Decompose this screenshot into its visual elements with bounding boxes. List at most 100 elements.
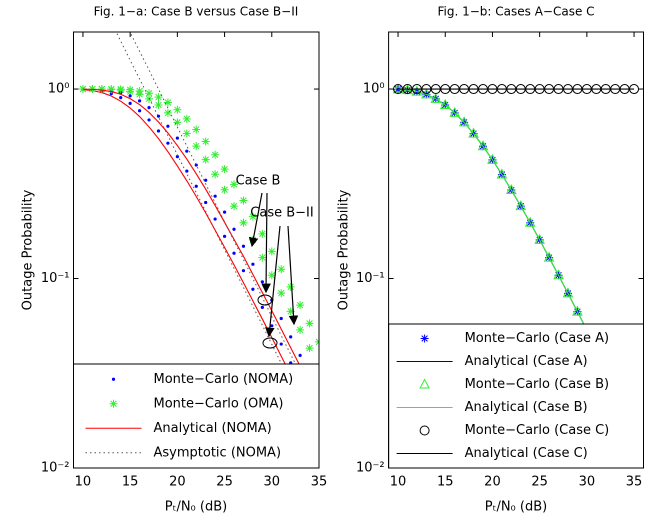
point: [128, 101, 132, 105]
x-axis-label: Pₜ/N₀ (dB): [485, 500, 547, 515]
legend-label: Analytical (Case C): [465, 446, 588, 461]
axes-frame: [73, 31, 320, 469]
point: [137, 99, 142, 103]
series-line: [82, 89, 319, 432]
arrow: [265, 225, 281, 338]
point: [204, 178, 208, 182]
point: [201, 155, 210, 164]
ellipse: [257, 294, 273, 306]
point: [258, 253, 267, 262]
point: [277, 265, 286, 274]
point: [211, 170, 220, 179]
y-axis-label: Outage Probability: [21, 189, 36, 310]
point: [305, 344, 314, 353]
point: [192, 125, 201, 134]
legend-box: [388, 323, 644, 469]
point: [147, 106, 151, 110]
point: [230, 202, 239, 211]
x-tick-label: 15: [122, 475, 139, 490]
point: [505, 183, 517, 195]
point: [296, 301, 305, 310]
point: [204, 200, 208, 205]
series-line: [115, 32, 319, 440]
point: [468, 127, 479, 138]
series-line: [129, 32, 319, 412]
x-axis-label: Pₜ/N₀ (dB): [165, 500, 227, 515]
legend-label: Asymptotic (NOMA): [154, 445, 282, 460]
point: [260, 305, 264, 310]
point: [107, 85, 116, 94]
point: [279, 316, 283, 321]
annotations: Case B Case B−II: [236, 174, 314, 349]
point: [97, 85, 106, 94]
point: [515, 200, 527, 211]
point: [477, 140, 489, 151]
point: [524, 216, 536, 227]
legend-label: Monte−Carlo (NOMA): [154, 372, 294, 387]
y-tick-label: 10⁰: [363, 82, 385, 97]
legend: Monte−Carlo (Case A) Analytical (Case A) M…: [388, 323, 644, 469]
point: [419, 425, 430, 436]
point: [213, 217, 217, 221]
legend-label: Monte−Carlo (Case B): [465, 377, 609, 392]
point: [78, 85, 87, 94]
point: [296, 325, 305, 334]
y-tick-label: 10⁻²: [356, 461, 385, 476]
point: [182, 129, 191, 138]
point: [135, 86, 144, 95]
point: [220, 185, 229, 194]
point: [241, 269, 246, 273]
arrow: [248, 192, 263, 248]
x-tick-label: 35: [626, 475, 643, 490]
point: [239, 196, 248, 205]
series-layer: [78, 32, 319, 440]
point: [201, 137, 210, 146]
legend-label: Monte−Carlo (Case C): [465, 423, 610, 438]
point: [137, 109, 142, 113]
point: [126, 85, 135, 94]
x-tick-label: 20: [169, 475, 186, 490]
point: [286, 282, 295, 291]
point: [119, 96, 123, 100]
ellipse: [262, 337, 278, 349]
point: [449, 106, 461, 117]
point: [192, 142, 201, 151]
point: [267, 247, 276, 256]
chart-title: Fig. 1−a: Case B versus Case B−II: [94, 5, 299, 19]
point: [305, 319, 314, 328]
point: [220, 165, 229, 174]
x-tick-label: 25: [216, 475, 233, 490]
point: [213, 194, 217, 198]
point: [267, 271, 276, 280]
legend: Monte−Carlo (NOMA) Monte−Carlo (OMA) Analy…: [73, 363, 320, 469]
point: [534, 233, 545, 244]
point: [116, 85, 125, 94]
point: [572, 305, 583, 316]
point: [128, 94, 132, 98]
point: [458, 116, 470, 127]
point: [286, 307, 295, 316]
point: [289, 335, 293, 339]
annotation: Case B: [236, 174, 281, 189]
point: [562, 287, 574, 298]
point: [277, 289, 286, 298]
point: [166, 141, 170, 145]
x-tick-label: 10: [390, 475, 407, 490]
legend-label: Analytical (NOMA): [154, 421, 272, 436]
point: [251, 287, 255, 291]
point: [553, 269, 564, 280]
point: [154, 93, 163, 102]
y-tick-label: 10⁰: [48, 82, 70, 97]
point: [298, 353, 302, 357]
point: [487, 153, 498, 164]
point: [111, 377, 116, 381]
arrow: [261, 192, 271, 294]
arrow: [287, 225, 299, 326]
plot-left: 10 15 20 25 30 35 10⁻² 10⁻¹ 10⁰ Monte−Carlo (NOMA…: [41, 31, 327, 490]
point: [232, 251, 236, 255]
point: [222, 210, 227, 214]
y-tick-label: 10⁻¹: [356, 271, 385, 286]
point: [194, 184, 198, 188]
x-tick-label: 30: [264, 475, 281, 490]
point: [241, 244, 246, 248]
